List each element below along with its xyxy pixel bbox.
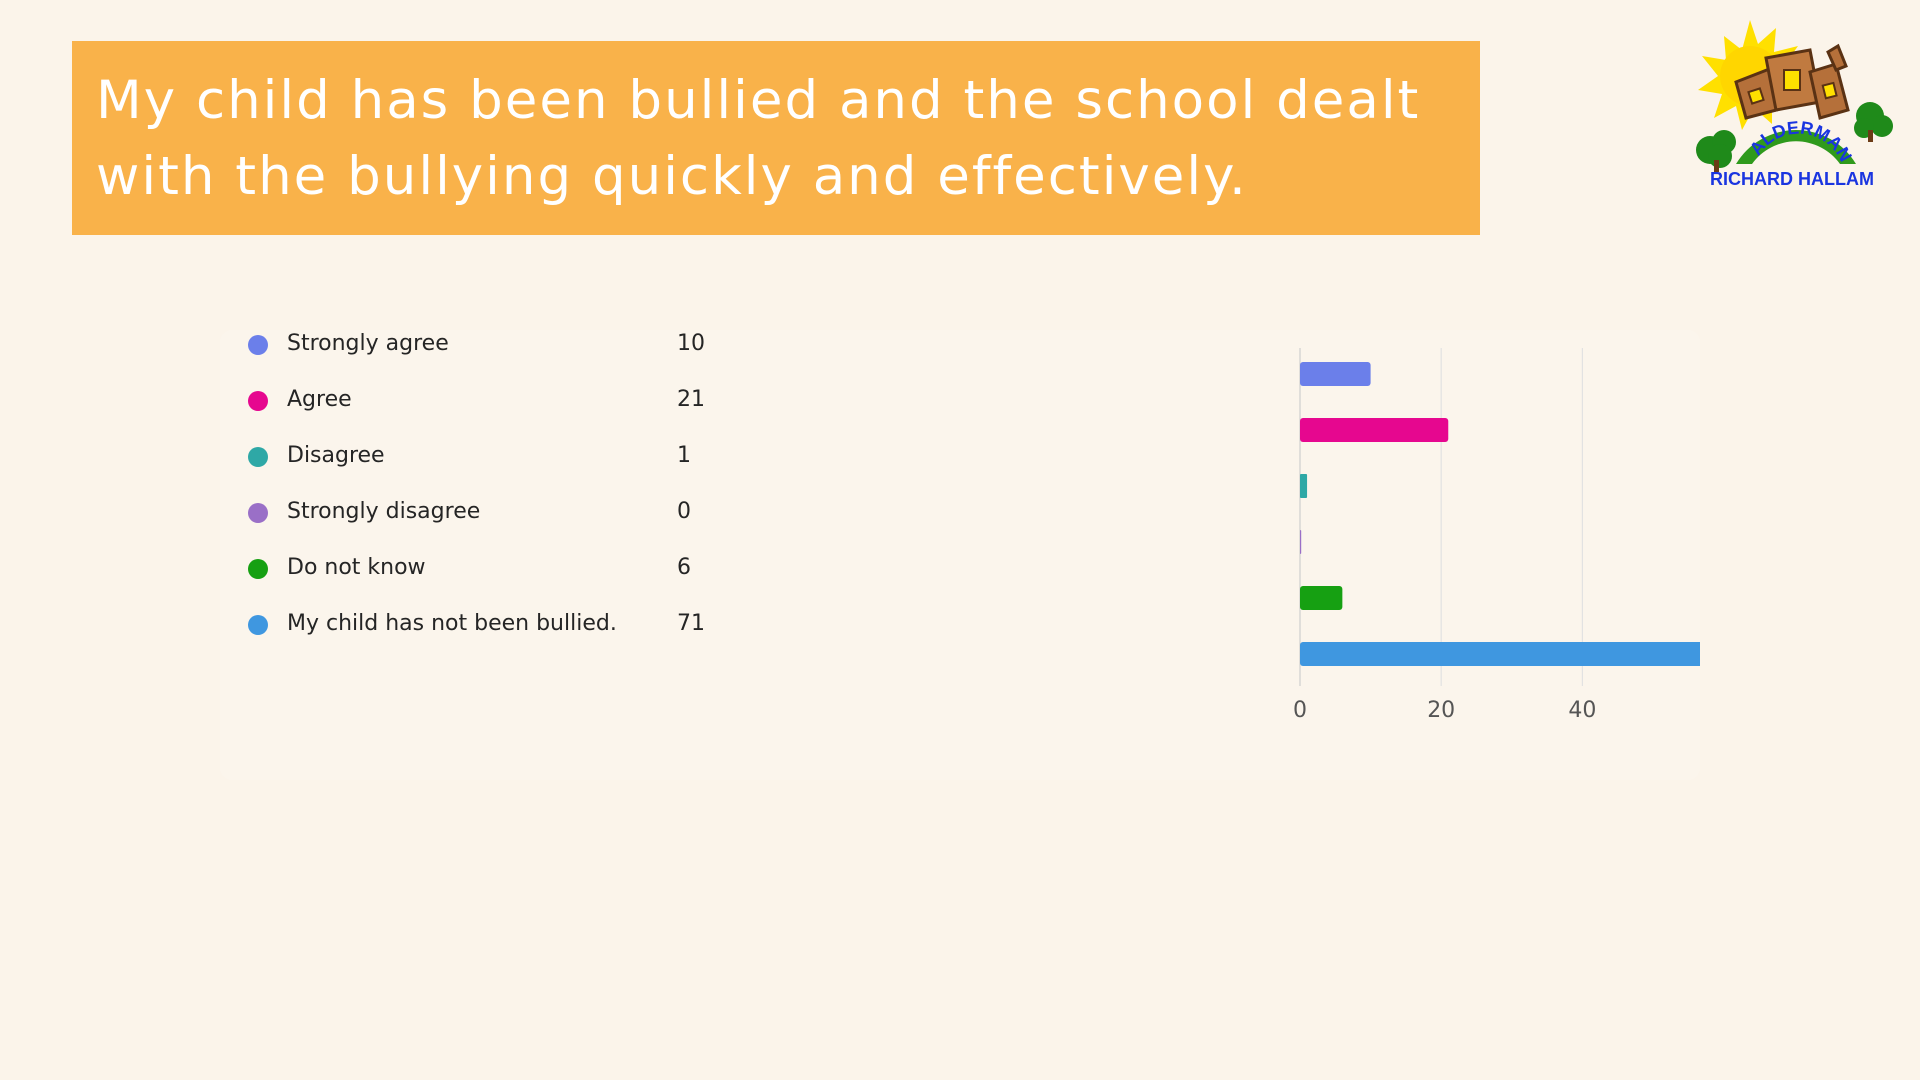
x-tick-label: 20 [1427,698,1455,723]
houses-icon [1734,43,1850,120]
title-banner: My child has been bullied and the school… [72,41,1480,235]
logo-word-bottom: RICHARD HALLAM [1710,169,1874,189]
legend-value: 21 [677,387,705,412]
legend-label: Do not know [287,555,426,580]
legend-dot-icon [248,615,268,635]
bar [1300,362,1371,386]
legend-item: Do not know 6 [248,554,768,584]
legend-item: Strongly disagree 0 [248,498,768,528]
x-tick-label: 40 [1568,698,1596,723]
school-logo: ALDERMAN RICHARD HALLAM [1680,14,1900,194]
legend-label: Disagree [287,443,385,468]
page-title: My child has been bullied and the school… [96,70,1421,207]
legend-dot-icon [248,503,268,523]
x-tick-label: 0 [1293,698,1307,723]
chart-card: Strongly agree 10 Agree 21 Disagree 1 Strongly… [220,330,1879,780]
legend-item: My child has not been bullied. 71 [248,610,768,640]
legend-item: Disagree 1 [248,442,768,472]
legend-dot-icon [248,335,268,355]
tree-icon [1696,130,1736,172]
bar [1300,474,1308,498]
bar [1300,418,1449,442]
hill-arch [1736,130,1856,164]
legend-value: 10 [677,331,705,356]
legend-item: Agree 21 [248,386,768,416]
bar-plot: 020406080 [1020,330,1879,750]
legend-item: Strongly agree 10 [248,330,768,360]
legend-label: Strongly disagree [287,499,481,524]
legend-dot-icon [248,559,268,579]
legend-value: 0 [677,499,691,524]
legend-label: Strongly agree [287,331,449,356]
legend-label: My child has not been bullied. [287,611,617,636]
legend-value: 6 [677,555,691,580]
legend-value: 71 [677,611,705,636]
school-logo-graphic: ALDERMAN RICHARD HALLAM [1696,20,1893,189]
bar [1300,642,1802,666]
legend-dot-icon [248,447,268,467]
bar [1300,586,1343,610]
legend-dot-icon [248,391,268,411]
legend-value: 1 [677,443,691,468]
legend-label: Agree [287,387,352,412]
bar-plot-svg: 020406080 [1293,348,1879,723]
bar [1300,530,1302,554]
tree-icon [1854,102,1893,142]
